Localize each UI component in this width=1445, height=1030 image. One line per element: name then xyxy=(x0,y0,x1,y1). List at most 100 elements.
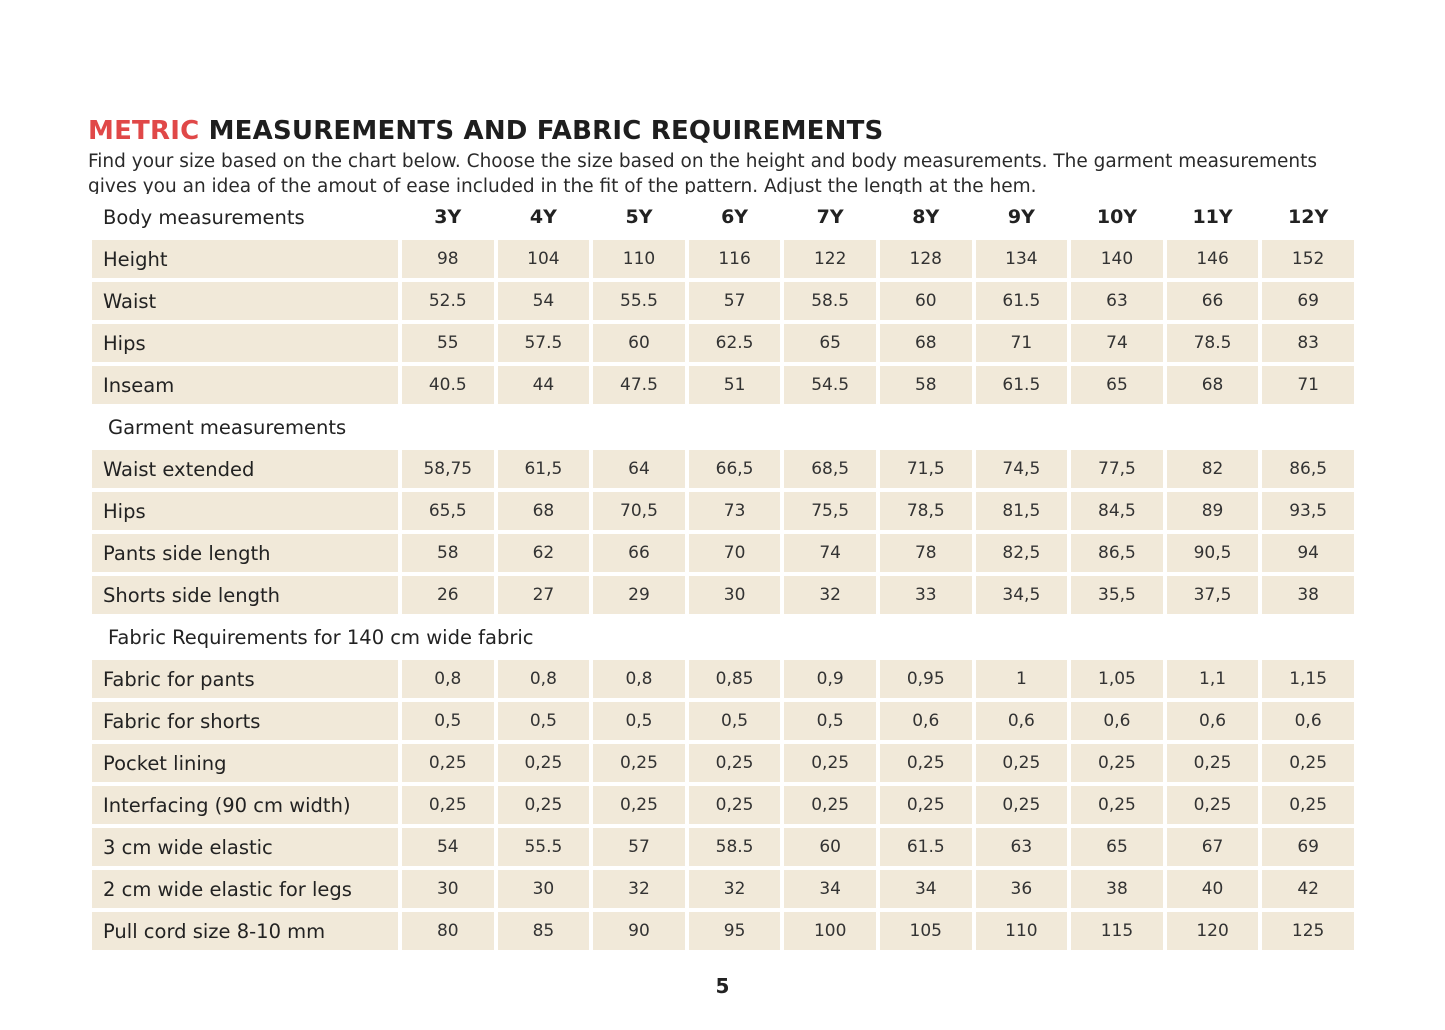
table-cell: 52.5 xyxy=(402,282,494,320)
table-cell: 110 xyxy=(593,240,685,278)
table-cell: 61,5 xyxy=(497,450,590,488)
table-cell: 125 xyxy=(1262,912,1354,950)
table-cell: 105 xyxy=(879,912,972,950)
table-cell: 1 xyxy=(975,660,1068,698)
table-cell: 0,25 xyxy=(879,744,972,782)
table-cell: 29 xyxy=(593,576,685,614)
table-cell: 66,5 xyxy=(688,450,781,488)
table-cell: 57 xyxy=(593,828,685,866)
table-cell: 34,5 xyxy=(975,576,1068,614)
table-cell: 37,5 xyxy=(1166,576,1259,614)
table-cell: 0,25 xyxy=(593,786,685,824)
table-cell: 0,25 xyxy=(1071,744,1163,782)
row-label: Waist xyxy=(92,282,398,320)
table-cell: 58,75 xyxy=(402,450,494,488)
table-cell: 62.5 xyxy=(688,324,781,362)
table-cell: 38 xyxy=(1262,576,1354,614)
table-cell: 40 xyxy=(1166,870,1259,908)
table-cell: 115 xyxy=(1071,912,1163,950)
table-cell: 54 xyxy=(497,282,590,320)
table-cell: 80 xyxy=(402,912,494,950)
size-column-header: 11Y xyxy=(1192,206,1233,228)
row-label: Pocket lining xyxy=(92,744,398,782)
table-cell: 65 xyxy=(784,324,876,362)
table-cell: 1,05 xyxy=(1071,660,1163,698)
table-cell: 51 xyxy=(688,366,781,404)
table-cell: 67 xyxy=(1166,828,1259,866)
table-cell: 63 xyxy=(975,828,1068,866)
table-cell: 140 xyxy=(1071,240,1163,278)
row-label: 3 cm wide elastic xyxy=(92,828,398,866)
table-cell: 0,25 xyxy=(402,744,494,782)
table-cell: 78.5 xyxy=(1166,324,1259,362)
size-column-header: 6Y xyxy=(721,206,749,228)
table-cell: 0,25 xyxy=(402,786,494,824)
table-cell: 90 xyxy=(593,912,685,950)
row-label: Pants side length xyxy=(92,534,398,572)
table-cell: 82 xyxy=(1166,450,1259,488)
table-cell: 58 xyxy=(402,534,494,572)
table-cell: 84,5 xyxy=(1071,492,1163,530)
table-cell: 32 xyxy=(593,870,685,908)
size-column-header: 3Y xyxy=(434,206,462,228)
title-rest: MEASUREMENTS AND FABRIC REQUIREMENTS xyxy=(199,116,884,146)
table-cell: 58.5 xyxy=(784,282,876,320)
row-label: Pull cord size 8-10 mm xyxy=(92,912,398,950)
section-heading: Body measurements xyxy=(103,205,305,229)
table-cell: 47.5 xyxy=(593,366,685,404)
table-cell: 38 xyxy=(1071,870,1163,908)
table-cell: 55 xyxy=(402,324,494,362)
table-cell: 61.5 xyxy=(975,366,1068,404)
table-cell: 0,8 xyxy=(497,660,590,698)
table-cell: 69 xyxy=(1262,282,1354,320)
row-label: Hips xyxy=(92,492,398,530)
table-cell: 0,25 xyxy=(497,744,590,782)
table-cell: 0,25 xyxy=(593,744,685,782)
table-cell: 0,25 xyxy=(784,744,876,782)
section-heading: Garment measurements xyxy=(108,415,347,439)
table-cell: 27 xyxy=(497,576,590,614)
table-cell: 34 xyxy=(879,870,972,908)
table-cell: 32 xyxy=(688,870,781,908)
table-cell: 0,25 xyxy=(1166,744,1259,782)
table-cell: 0,25 xyxy=(1166,786,1259,824)
table-cell: 36 xyxy=(975,870,1068,908)
table-cell: 69 xyxy=(1262,828,1354,866)
size-column-header: 7Y xyxy=(816,206,844,228)
table-cell: 81,5 xyxy=(975,492,1068,530)
table-cell: 71,5 xyxy=(879,450,972,488)
table-cell: 0,25 xyxy=(497,786,590,824)
table-cell: 30 xyxy=(497,870,590,908)
table-cell: 78 xyxy=(879,534,972,572)
table-cell: 93,5 xyxy=(1262,492,1354,530)
table-cell: 68 xyxy=(879,324,972,362)
table-cell: 83 xyxy=(1262,324,1354,362)
table-cell: 62 xyxy=(497,534,590,572)
table-cell: 122 xyxy=(784,240,876,278)
page-title: METRIC MEASUREMENTS AND FABRIC REQUIREME… xyxy=(88,116,883,146)
table-cell: 85 xyxy=(497,912,590,950)
size-column-header: 4Y xyxy=(529,206,557,228)
table-cell: 65 xyxy=(1071,828,1163,866)
table-cell: 61.5 xyxy=(879,828,972,866)
table-cell: 0,5 xyxy=(593,702,685,740)
row-label: Fabric for shorts xyxy=(92,702,398,740)
table-cell: 30 xyxy=(402,870,494,908)
table-cell: 58.5 xyxy=(688,828,781,866)
table-cell: 86,5 xyxy=(1071,534,1163,572)
table-cell: 73 xyxy=(688,492,781,530)
table-cell: 66 xyxy=(1166,282,1259,320)
table-cell: 1,1 xyxy=(1166,660,1259,698)
table-cell: 77,5 xyxy=(1071,450,1163,488)
table-cell: 0,5 xyxy=(497,702,590,740)
table-cell: 61.5 xyxy=(975,282,1068,320)
row-label: Inseam xyxy=(92,366,398,404)
table-cell: 0,25 xyxy=(879,786,972,824)
table-cell: 0,25 xyxy=(975,786,1068,824)
table-cell: 0,25 xyxy=(784,786,876,824)
table-cell: 0,25 xyxy=(975,744,1068,782)
table-cell: 98 xyxy=(402,240,494,278)
table-cell: 68 xyxy=(1166,366,1259,404)
table-cell: 68 xyxy=(497,492,590,530)
table-cell: 0,6 xyxy=(1166,702,1259,740)
